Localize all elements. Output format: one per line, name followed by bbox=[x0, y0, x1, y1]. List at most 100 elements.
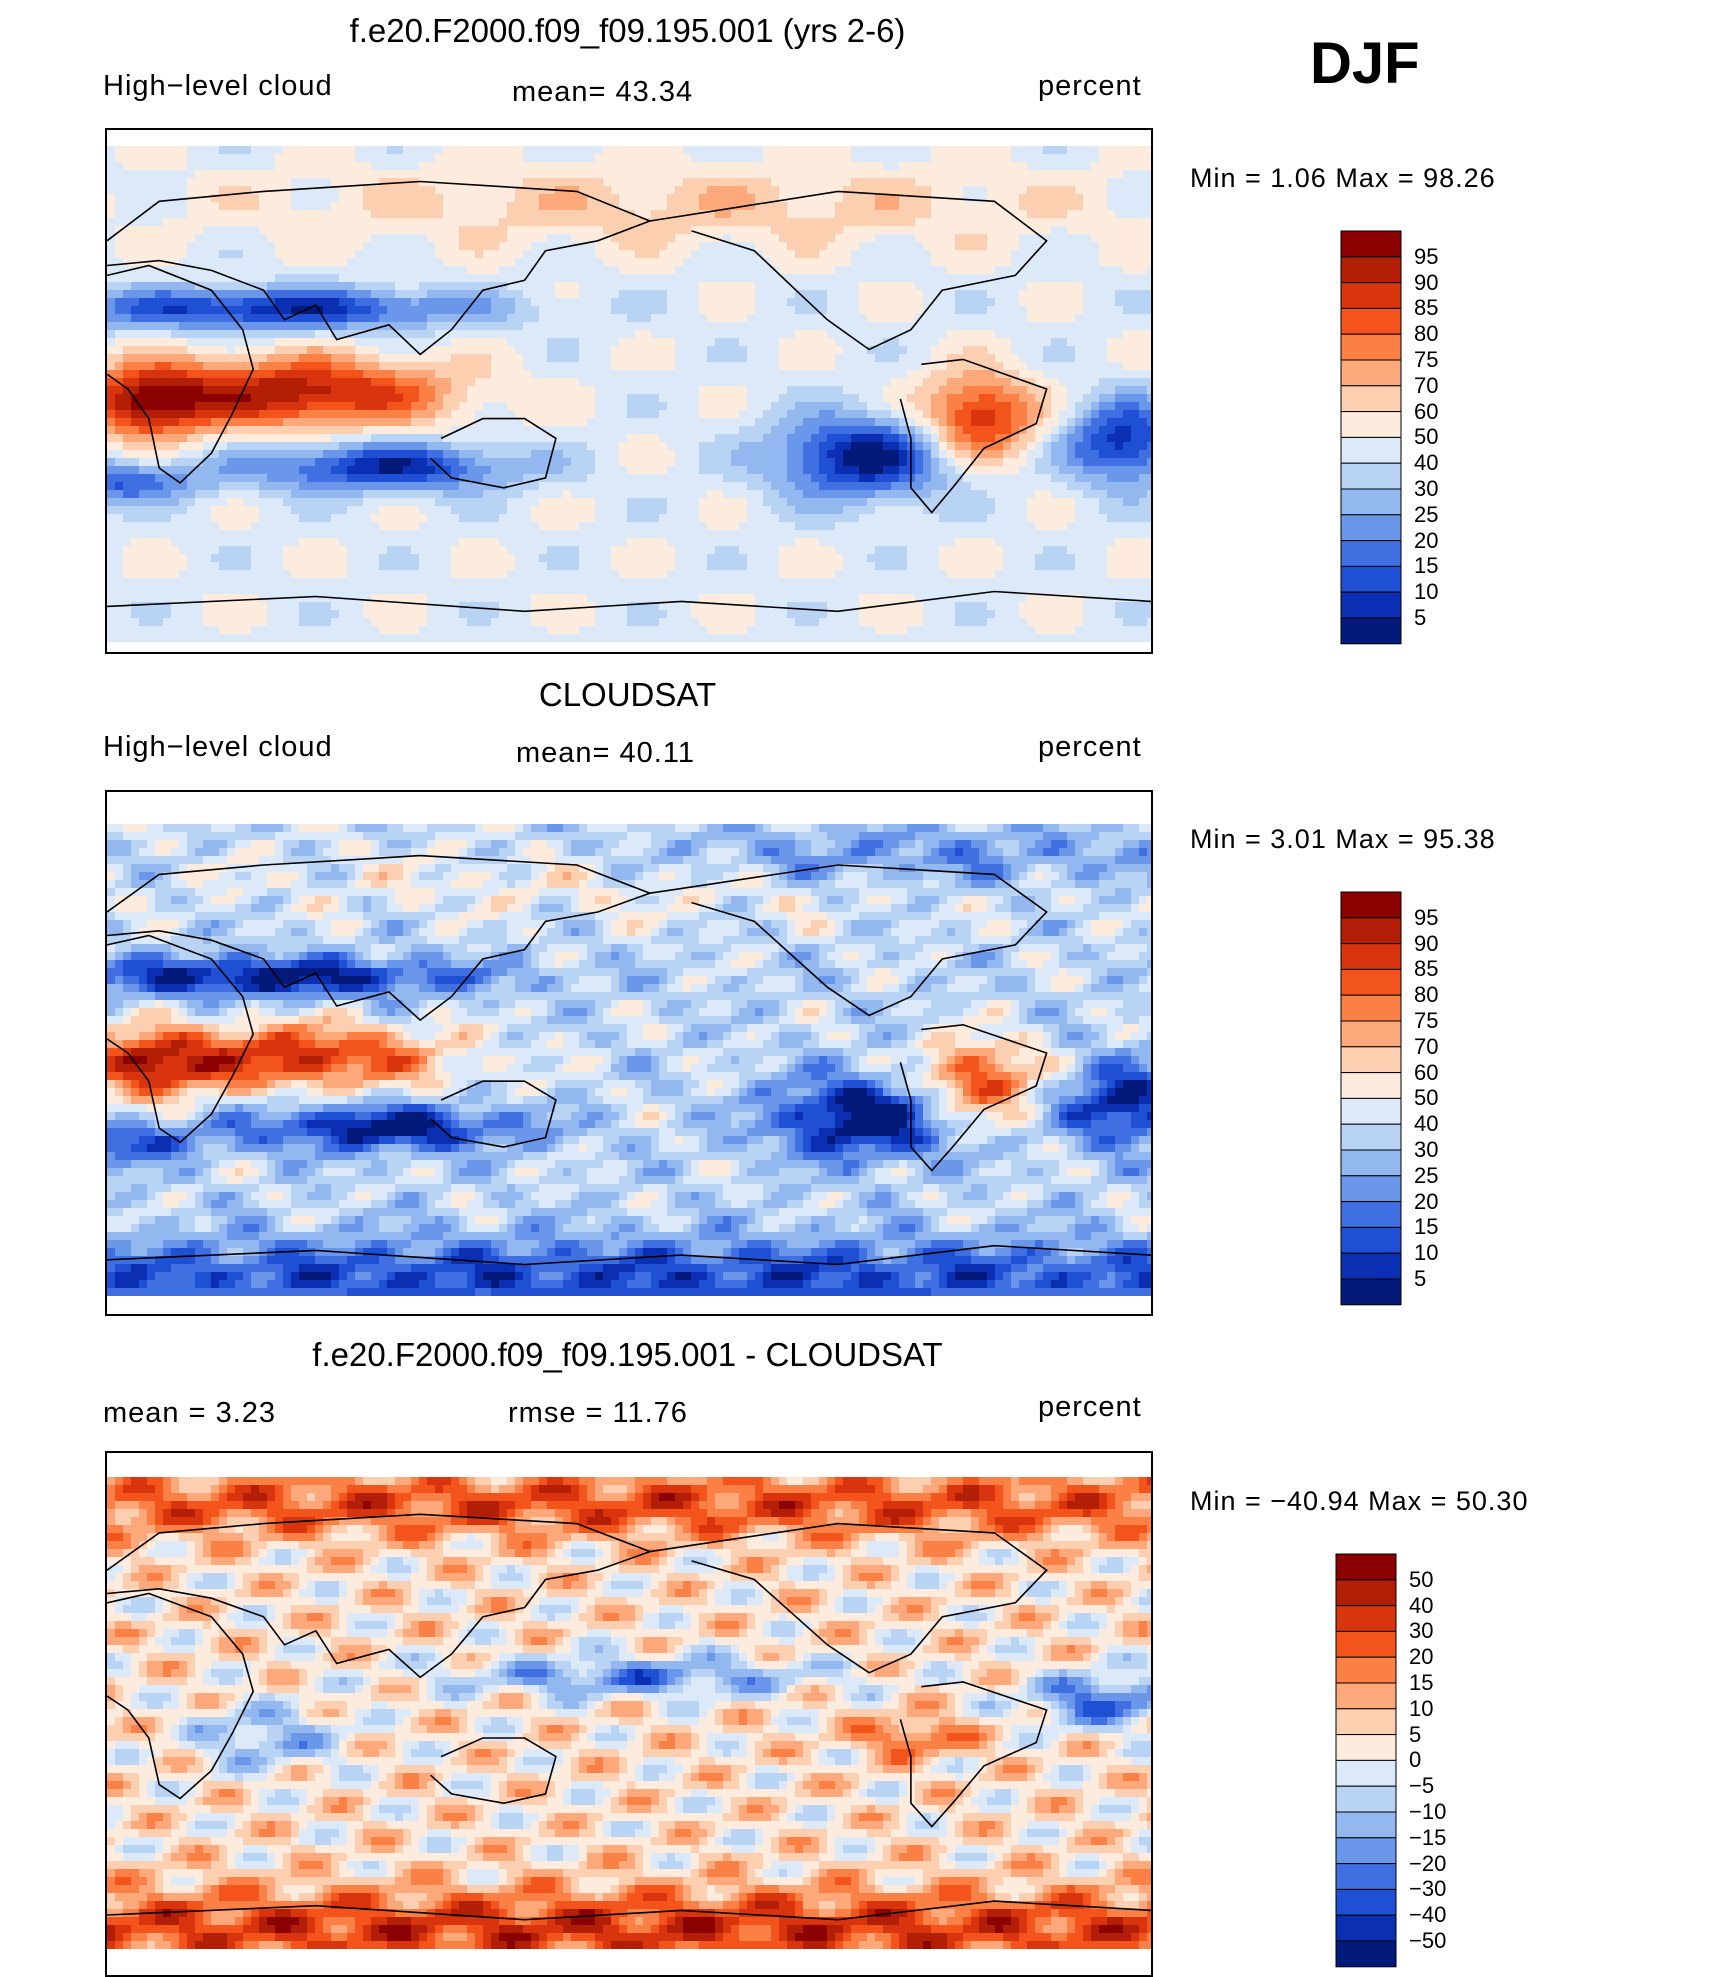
colorbar-box bbox=[1335, 1940, 1397, 1968]
colorbar-tick-label: 80 bbox=[1414, 321, 1438, 347]
colorbar-tick-label: 20 bbox=[1414, 528, 1438, 554]
colorbar-svg bbox=[1340, 891, 1402, 1306]
colorbar-box bbox=[1335, 1682, 1397, 1710]
coastline bbox=[107, 590, 1151, 613]
coastline bbox=[899, 358, 1048, 514]
colorbar-box bbox=[1340, 230, 1402, 258]
coastline bbox=[899, 1681, 1048, 1828]
coastline bbox=[107, 1592, 255, 1800]
panel3-title: f.e20.F2000.f09_f09.195.001 - CLOUDSAT bbox=[105, 1336, 1150, 1374]
colorbar-box bbox=[1340, 968, 1402, 996]
colorbar-box bbox=[1340, 591, 1402, 619]
colorbar-box bbox=[1335, 1914, 1397, 1942]
colorbar-box bbox=[1340, 307, 1402, 335]
colorbar-tick-label: 20 bbox=[1414, 1189, 1438, 1215]
colorbar-tick-label: 40 bbox=[1414, 1111, 1438, 1137]
colorbar-tick-label: 15 bbox=[1409, 1670, 1433, 1696]
colorbar-tick-label: −5 bbox=[1409, 1773, 1434, 1799]
colorbar-box bbox=[1335, 1837, 1397, 1865]
colorbar-tick-label: 10 bbox=[1414, 1240, 1438, 1266]
colorbar-box bbox=[1340, 514, 1402, 542]
coastline bbox=[649, 864, 1048, 1017]
colorbar-box bbox=[1335, 1579, 1397, 1607]
colorbar-tick-label: −10 bbox=[1409, 1799, 1446, 1825]
panel1-mean-label: mean= 43.34 bbox=[512, 76, 693, 109]
colorbar-tick-label: 50 bbox=[1414, 424, 1438, 450]
colorbar-box bbox=[1340, 1097, 1402, 1125]
colorbar-tick-label: 70 bbox=[1414, 373, 1438, 399]
colorbar-box bbox=[1340, 462, 1402, 490]
colorbar-box bbox=[1340, 540, 1402, 567]
colorbar-box bbox=[1340, 994, 1402, 1022]
colorbar-svg bbox=[1335, 1553, 1397, 1968]
colorbar-box bbox=[1340, 359, 1402, 387]
panel1-title: f.e20.F2000.f09_f09.195.001 (yrs 2-6) bbox=[105, 12, 1150, 50]
panel3-minmax: Min = −40.94 Max = 50.30 bbox=[1190, 1486, 1528, 1517]
panel2-units-label: percent bbox=[1038, 731, 1142, 764]
colorbar-tick-label: 30 bbox=[1414, 1137, 1438, 1163]
panel2-map bbox=[105, 790, 1153, 1316]
colorbar-tick-label: −40 bbox=[1409, 1902, 1446, 1928]
colorbar-box bbox=[1335, 1734, 1397, 1761]
colorbar-tick-label: 25 bbox=[1414, 502, 1438, 528]
colorbar-tick-label: 50 bbox=[1409, 1567, 1433, 1593]
colorbar-box bbox=[1340, 1123, 1402, 1151]
colorbar-tick-label: 10 bbox=[1409, 1696, 1433, 1722]
colorbar-box bbox=[1340, 1072, 1402, 1099]
colorbar-tick-label: −30 bbox=[1409, 1876, 1446, 1902]
colorbar-tick-label: 25 bbox=[1414, 1163, 1438, 1189]
colorbar-box bbox=[1340, 1278, 1402, 1306]
panel3-colorbar: 50 40 30 20 15 10 5 0 −5 −10 −15 −20 −30 −40 −50 bbox=[1335, 1553, 1446, 1973]
season-label: DJF bbox=[1310, 30, 1420, 97]
colorbar-box bbox=[1340, 282, 1402, 309]
coastline bbox=[107, 264, 255, 484]
colorbar-tick-label: 85 bbox=[1414, 956, 1438, 982]
colorbar-box bbox=[1340, 565, 1402, 593]
coastline bbox=[430, 1080, 557, 1148]
colorbar-tick-label: 40 bbox=[1414, 450, 1438, 476]
colorbar-box bbox=[1340, 385, 1402, 413]
coastline bbox=[107, 180, 653, 356]
panel3-mean-label: mean = 3.23 bbox=[103, 1397, 276, 1430]
colorbar-tick-label: 90 bbox=[1414, 931, 1438, 957]
colorbar-tick-label: −20 bbox=[1409, 1851, 1446, 1877]
colorbar-tick-label: 95 bbox=[1414, 905, 1438, 931]
colorbar-box bbox=[1340, 1175, 1402, 1203]
coastline bbox=[430, 417, 557, 489]
coastline bbox=[107, 1244, 1151, 1266]
colorbar-box bbox=[1340, 1046, 1402, 1074]
coastline bbox=[107, 854, 653, 1022]
panel2-map-svg bbox=[107, 792, 1151, 1314]
colorbar-box bbox=[1340, 488, 1402, 516]
coastline bbox=[430, 1737, 557, 1805]
panel2-mean-label: mean= 40.11 bbox=[516, 737, 695, 770]
colorbar-box bbox=[1340, 1149, 1402, 1177]
panel2-minmax: Min = 3.01 Max = 95.38 bbox=[1190, 824, 1496, 855]
panel1-map-svg bbox=[107, 130, 1151, 652]
colorbar-tick-label: 75 bbox=[1414, 1008, 1438, 1034]
colorbar-tick-label: 30 bbox=[1409, 1618, 1433, 1644]
colorbar-tick-label: 90 bbox=[1414, 270, 1438, 296]
colorbar-tick-label: 15 bbox=[1414, 553, 1438, 579]
colorbar-box bbox=[1335, 1708, 1397, 1736]
coastline bbox=[107, 1513, 653, 1679]
colorbar-box bbox=[1335, 1785, 1397, 1813]
colorbar-tick-label: 20 bbox=[1409, 1644, 1433, 1670]
colorbar-box bbox=[1340, 256, 1402, 284]
panel3-units-label: percent bbox=[1038, 1391, 1142, 1424]
colorbar-tick-label: 5 bbox=[1409, 1722, 1421, 1748]
colorbar-box bbox=[1340, 411, 1402, 438]
colorbar-box bbox=[1340, 1020, 1402, 1048]
panel3-rmse-label: rmse = 11.76 bbox=[508, 1397, 688, 1430]
panel3-map-svg bbox=[107, 1453, 1151, 1969]
colorbar-tick-label: 75 bbox=[1414, 347, 1438, 373]
colorbar-tick-label: 10 bbox=[1414, 579, 1438, 605]
colorbar-box bbox=[1335, 1759, 1397, 1787]
colorbar-box bbox=[1340, 943, 1402, 970]
colorbar-tick-label: 50 bbox=[1414, 1085, 1438, 1111]
coastline bbox=[107, 1900, 1151, 1921]
colorbar-box bbox=[1340, 917, 1402, 945]
colorbar-tick-label: 0 bbox=[1409, 1747, 1421, 1773]
colorbar-tick-label: 30 bbox=[1414, 476, 1438, 502]
panel1-map bbox=[105, 128, 1153, 654]
